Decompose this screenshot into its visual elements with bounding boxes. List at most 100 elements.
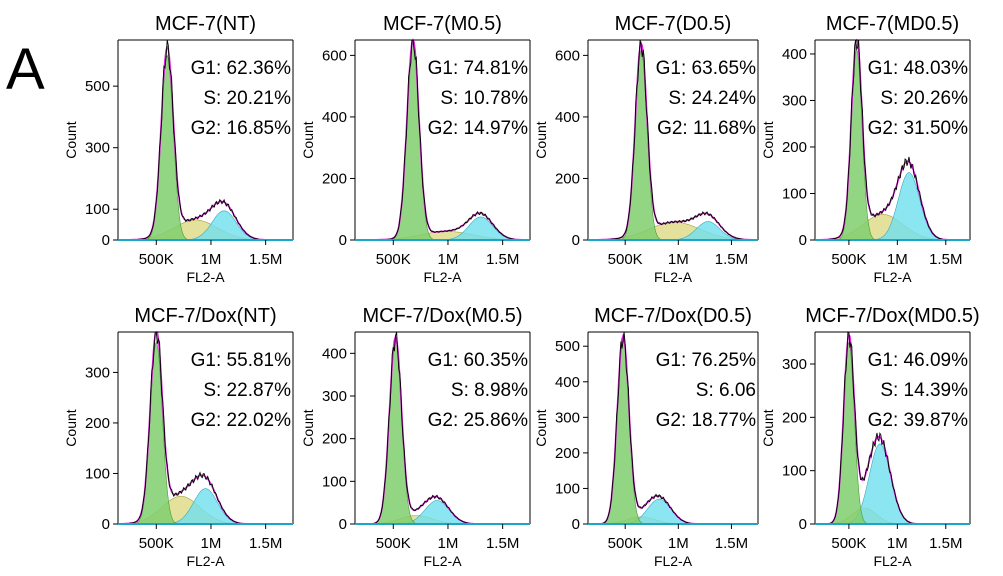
y-tick-label: 100 [322,473,347,490]
panel-title: MCF-7(M0.5) [383,13,502,35]
histogram-panel: MCF-7(M0.5) 0 200 400 600 500K 1M 1.5M FL2-A Coun… [300,13,531,285]
panel-title: MCF-7(NT) [155,13,256,35]
panel-title: MCF-7/Dox(NT) [134,305,276,327]
y-tick-label: 100 [555,480,580,497]
y-tick-label: 0 [102,516,110,533]
x-axis-label: FL2-A [654,553,693,569]
y-tick-label: 0 [799,516,807,533]
x-axis-label: FL2-A [873,269,912,285]
y-tick-label: 100 [782,185,807,202]
phase-annotation: S: 20.26% [880,88,968,109]
x-tick-label: 1.5M [715,251,748,268]
y-tick-label: 400 [555,374,580,391]
y-tick-label: 300 [555,409,580,426]
x-tick-label: 1M [668,535,689,552]
x-axis-label: FL2-A [186,269,225,285]
histogram-panel: MCF-7(D0.5) 0 200 400 600 500K 1M 1.5M FL2-A Coun… [533,13,759,285]
x-tick-label: 1M [887,251,908,268]
panel-title: MCF-7/Dox(M0.5) [362,305,522,327]
y-tick-label: 600 [322,47,347,64]
panel-title: MCF-7(D0.5) [615,13,732,35]
phase-annotation: G2: 14.97% [428,118,528,139]
panel-title: MCF-7/Dox(MD0.5) [805,305,979,327]
y-tick-label: 300 [85,140,110,157]
x-tick-label: 1.5M [929,251,962,268]
phase-annotation: G2: 25.86% [428,410,528,431]
y-tick-label: 200 [782,139,807,156]
panel-title: MCF-7(MD0.5) [826,13,959,35]
x-axis-label: FL2-A [186,553,225,569]
x-tick-label: 1.5M [715,535,748,552]
y-tick-label: 0 [102,232,110,249]
y-tick-label: 200 [555,445,580,462]
x-tick-label: 1.5M [929,535,962,552]
phase-annotation: G2: 11.68% [657,118,756,139]
y-tick-label: 500 [85,78,110,95]
y-tick-label: 0 [339,516,347,533]
y-tick-label: 300 [782,92,807,109]
phase-annotation: S: 14.39% [880,380,968,401]
phase-annotation: G1: 63.65% [656,58,756,79]
y-tick-label: 400 [322,345,347,362]
phase-annotation: G2: 16.85% [191,118,291,139]
y-tick-label: 200 [322,431,347,448]
phase-annotation: G1: 46.09% [868,350,968,371]
histogram-panel: MCF-7/Dox(M0.5) 0 100 200 300 400 500K 1M 1.5M FL… [300,305,531,569]
phase-annotation: G2: 22.02% [191,410,291,431]
histogram-panel: MCF-7(NT) 0 100 300 500 500K 1M 1.5M FL2-A Count G… [63,13,294,285]
x-tick-label: 500K [376,535,411,552]
g2-peak-area [815,172,970,241]
phase-annotation: G1: 74.81% [428,58,528,79]
y-tick-label: 100 [85,465,110,482]
x-tick-label: 1M [668,251,689,268]
x-tick-label: 1M [438,535,459,552]
x-tick-label: 500K [831,251,866,268]
x-tick-label: 1.5M [486,535,519,552]
y-tick-label: 500 [555,338,580,355]
phase-annotation: G1: 62.36% [191,58,291,79]
phase-annotation: G1: 55.81% [191,350,291,371]
y-tick-label: 200 [85,415,110,432]
y-tick-label: 200 [782,409,807,426]
y-tick-label: 100 [782,463,807,480]
y-axis-label: Count [63,409,79,446]
x-tick-label: 500K [831,535,866,552]
g1-peak-area [588,49,758,241]
y-axis-label: Count [533,409,549,446]
phase-annotation: G2: 39.87% [868,410,968,431]
x-tick-label: 500K [608,251,643,268]
phase-annotation: S: 22.87% [203,380,291,401]
phase-annotation: S: 10.78% [440,88,528,109]
phase-annotation: S: 24.24% [668,88,756,109]
x-axis-label: FL2-A [654,269,693,285]
x-tick-label: 500K [608,535,643,552]
x-axis-label: FL2-A [423,269,462,285]
y-axis-label: Count [760,409,776,446]
phase-annotation: S: 6.06 [696,380,756,401]
x-tick-label: 1M [438,251,459,268]
x-tick-label: 500K [139,251,174,268]
x-tick-label: 1M [201,535,222,552]
phase-annotation: S: 8.98% [451,380,528,401]
phase-annotation: G1: 48.03% [868,58,968,79]
y-axis-label: Count [533,121,549,158]
y-tick-label: 400 [782,46,807,63]
y-tick-label: 100 [85,201,110,218]
phase-annotation: G2: 31.50% [868,118,968,139]
x-tick-label: 500K [376,251,411,268]
y-tick-label: 0 [339,232,347,249]
y-axis-label: Count [760,121,776,158]
y-tick-label: 600 [555,47,580,64]
y-tick-label: 200 [322,170,347,187]
x-axis-label: FL2-A [423,553,462,569]
y-tick-label: 300 [782,356,807,373]
panel-title: MCF-7/Dox(D0.5) [594,305,752,327]
phase-annotation: G2: 18.77% [656,410,756,431]
histogram-panel: MCF-7(MD0.5) 0 100 200 300 400 500K 1M 1.5M FL2-A… [760,13,971,285]
x-tick-label: 1M [887,535,908,552]
x-tick-label: 1.5M [249,251,282,268]
y-axis-label: Count [300,409,316,446]
x-tick-label: 1.5M [249,535,282,552]
